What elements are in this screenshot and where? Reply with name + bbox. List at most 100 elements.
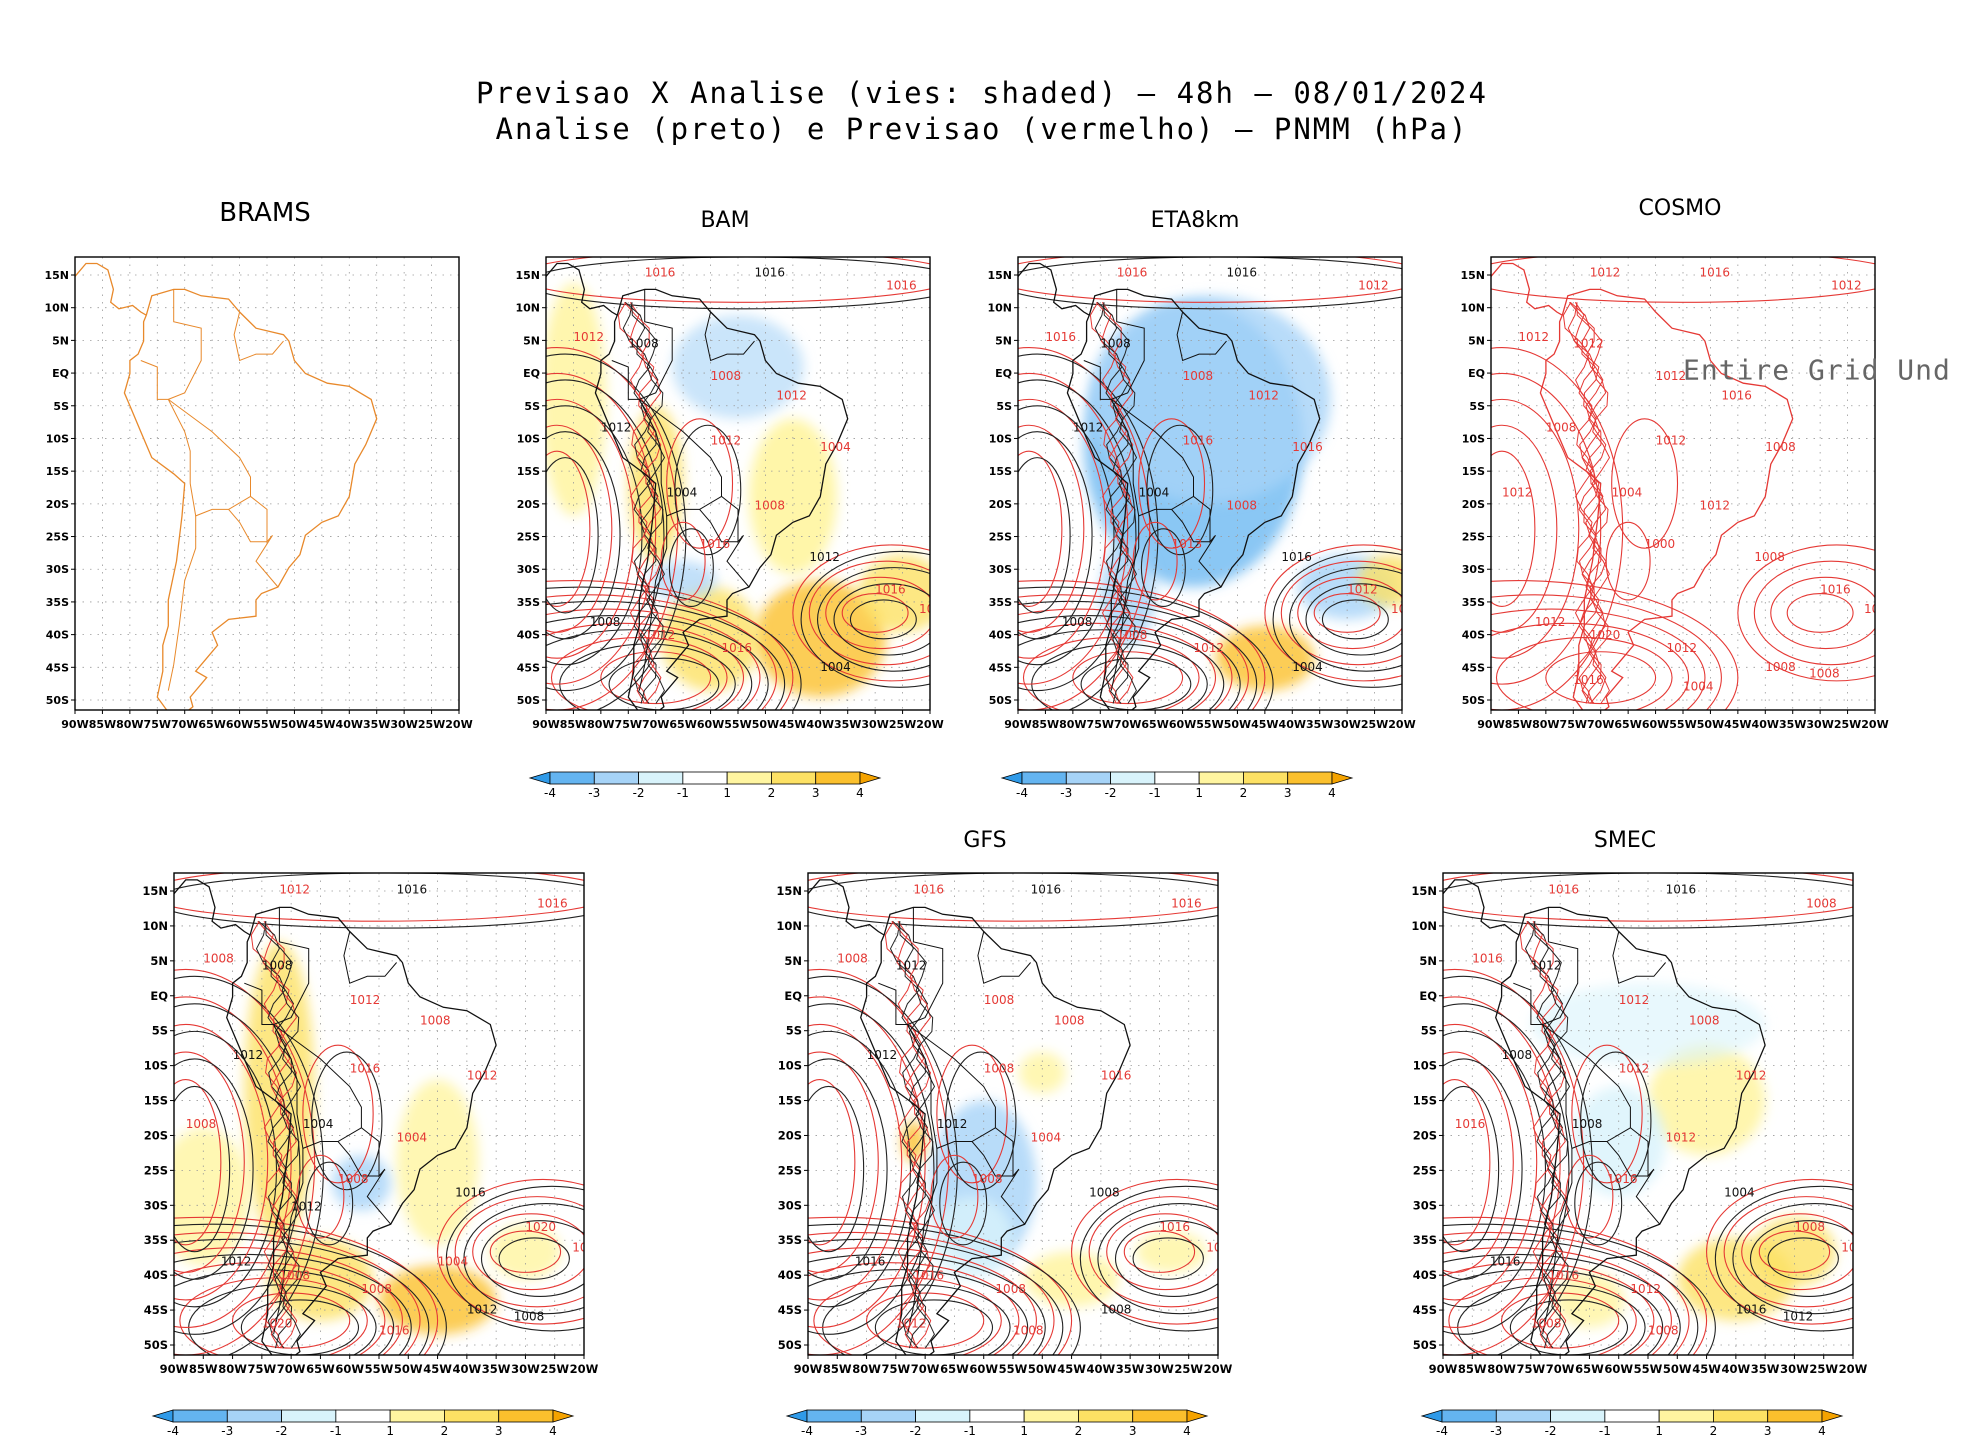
contour-label: 1012 xyxy=(1206,1241,1237,1255)
contour-label: 1008 xyxy=(1089,1186,1120,1200)
colorbar-segment xyxy=(969,1409,1025,1423)
country-border xyxy=(168,398,279,588)
pressure-contour xyxy=(232,1292,351,1349)
contour-label: 1004 xyxy=(1612,485,1643,499)
pressure-contour xyxy=(1491,594,1722,710)
overlay-message: Entire Grid Und xyxy=(1683,353,1951,386)
pressure-contour xyxy=(1443,1231,1690,1355)
pressure-contour xyxy=(1443,1051,1514,1273)
x-tick-label: 30W xyxy=(1780,1362,1809,1376)
pressure-contour xyxy=(546,600,786,710)
colorbar-segment xyxy=(1132,1409,1188,1423)
map-plot-area: 1016 1016 1012 1016 1008 1008 1012 1012 1016 1016… xyxy=(1018,257,1402,710)
contour-label: 1016 xyxy=(1699,265,1730,279)
contour-label: 1008 xyxy=(1754,550,1785,564)
pressure-contour xyxy=(1741,1213,1853,1291)
x-tick-label: 85W xyxy=(560,718,587,731)
contour-label: 1008 xyxy=(514,1310,545,1324)
y-tick-label: 45S xyxy=(778,1303,802,1317)
contour-label: 1016 xyxy=(397,883,428,897)
pressure-contour xyxy=(1770,576,1875,650)
contour-label: 1016 xyxy=(1548,1268,1579,1282)
pressure-contour xyxy=(546,379,665,692)
pressure-contour xyxy=(1443,968,1585,1355)
y-tick-label: 15N xyxy=(44,269,69,282)
pressure-contour xyxy=(546,580,794,710)
pressure-contour xyxy=(808,1269,1029,1355)
country-border xyxy=(1110,515,1140,691)
y-tick-label: 50S xyxy=(517,694,540,707)
x-tick-label: 75W xyxy=(1560,718,1587,731)
y-tick-label: 5S xyxy=(152,1024,168,1038)
y-tick-label: 5S xyxy=(1469,400,1485,413)
pressure-contour xyxy=(174,1051,245,1273)
colorbar-label: -2 xyxy=(1545,1424,1557,1436)
x-tick-label: 25W xyxy=(540,1362,569,1376)
pressure-contour xyxy=(1321,599,1389,640)
x-tick-label: 20W xyxy=(1204,1362,1233,1376)
colorbar-segment xyxy=(1287,771,1333,785)
country-border xyxy=(977,931,1031,984)
contour-label: 1016 xyxy=(913,1268,944,1282)
x-tick-label: 55W xyxy=(365,1362,394,1376)
y-tick-label: 10S xyxy=(1413,1059,1437,1073)
pressure-contour xyxy=(546,594,777,710)
pressure-contour xyxy=(1071,1178,1218,1325)
pressure-contour xyxy=(1280,560,1402,666)
pressure-contour xyxy=(1018,594,1249,710)
country-border xyxy=(1111,289,1145,400)
x-tick-label: 55W xyxy=(724,718,751,731)
colorbar-label: -1 xyxy=(1149,786,1161,800)
y-tick-label: 10N xyxy=(1411,919,1437,933)
contour-label: 1012 xyxy=(896,958,927,972)
colorbar-label: 4 xyxy=(856,786,864,800)
x-tick-label: 35W xyxy=(1116,1362,1145,1376)
pressure-contour xyxy=(1138,418,1206,549)
contour-label: 1008 xyxy=(590,615,621,629)
pressure-contour xyxy=(1097,1202,1218,1315)
pressure-contour xyxy=(546,405,643,666)
pressure-contour xyxy=(1018,450,1063,607)
country-border xyxy=(1176,311,1227,362)
map-panel-bam: 1016 1016 1016 1012 1008 1008 1012 1012 1012 1004… xyxy=(515,256,944,731)
coastline xyxy=(1539,288,1794,710)
x-tick-label: 90W xyxy=(61,718,88,731)
pressure-contour xyxy=(674,424,742,556)
contour-label: 1004 xyxy=(1724,1186,1755,1200)
y-tick-label: 15S xyxy=(517,465,540,478)
y-tick-label: 25S xyxy=(989,531,1012,544)
x-tick-label: 30W xyxy=(390,718,417,731)
country-border xyxy=(273,1024,392,1225)
x-tick-label: 20W xyxy=(1839,1362,1868,1376)
contour-label: 1012 xyxy=(809,550,840,564)
pressure-contour xyxy=(808,1030,912,1308)
y-tick-label: 20S xyxy=(46,498,69,511)
y-tick-label: 10S xyxy=(46,432,69,445)
map-plot-area: 1012 1016 1016 1008 1008 1012 1008 1012 1016 1012… xyxy=(174,873,584,1355)
x-tick-label: 45W xyxy=(1724,718,1751,731)
contour-label: 1012 xyxy=(1619,1062,1650,1076)
pressure-contour xyxy=(1531,920,1560,1349)
contour-label: 1012 xyxy=(291,1199,322,1213)
contour-label: 1008 xyxy=(837,952,868,966)
x-tick-label: 40W xyxy=(1722,1362,1751,1376)
y-tick-label: 20S xyxy=(1413,1128,1437,1142)
bias-shading xyxy=(858,554,930,633)
y-tick-label: EQ xyxy=(523,367,540,380)
pressure-contour xyxy=(546,608,761,710)
country-border xyxy=(907,1148,938,1335)
y-tick-label: 50S xyxy=(778,1338,802,1352)
x-tick-label: 20W xyxy=(445,718,472,731)
contour-label: 1008 xyxy=(1062,615,1093,629)
y-tick-label: 5N xyxy=(1468,334,1485,347)
country-border xyxy=(273,907,310,1025)
x-tick-label: 65W xyxy=(306,1362,335,1376)
y-tick-label: 30S xyxy=(1413,1198,1437,1212)
pressure-contour xyxy=(546,398,635,659)
country-border xyxy=(907,1024,932,1114)
x-tick-label: 80W xyxy=(587,718,614,731)
x-tick-label: 65W xyxy=(940,1362,969,1376)
pressure-contour xyxy=(936,1044,1008,1184)
x-tick-label: 45W xyxy=(423,1362,452,1376)
map-plot-area: 1012 1016 1012 1012 1012 1012 1016 1008 1012 1008… xyxy=(1491,257,1875,710)
